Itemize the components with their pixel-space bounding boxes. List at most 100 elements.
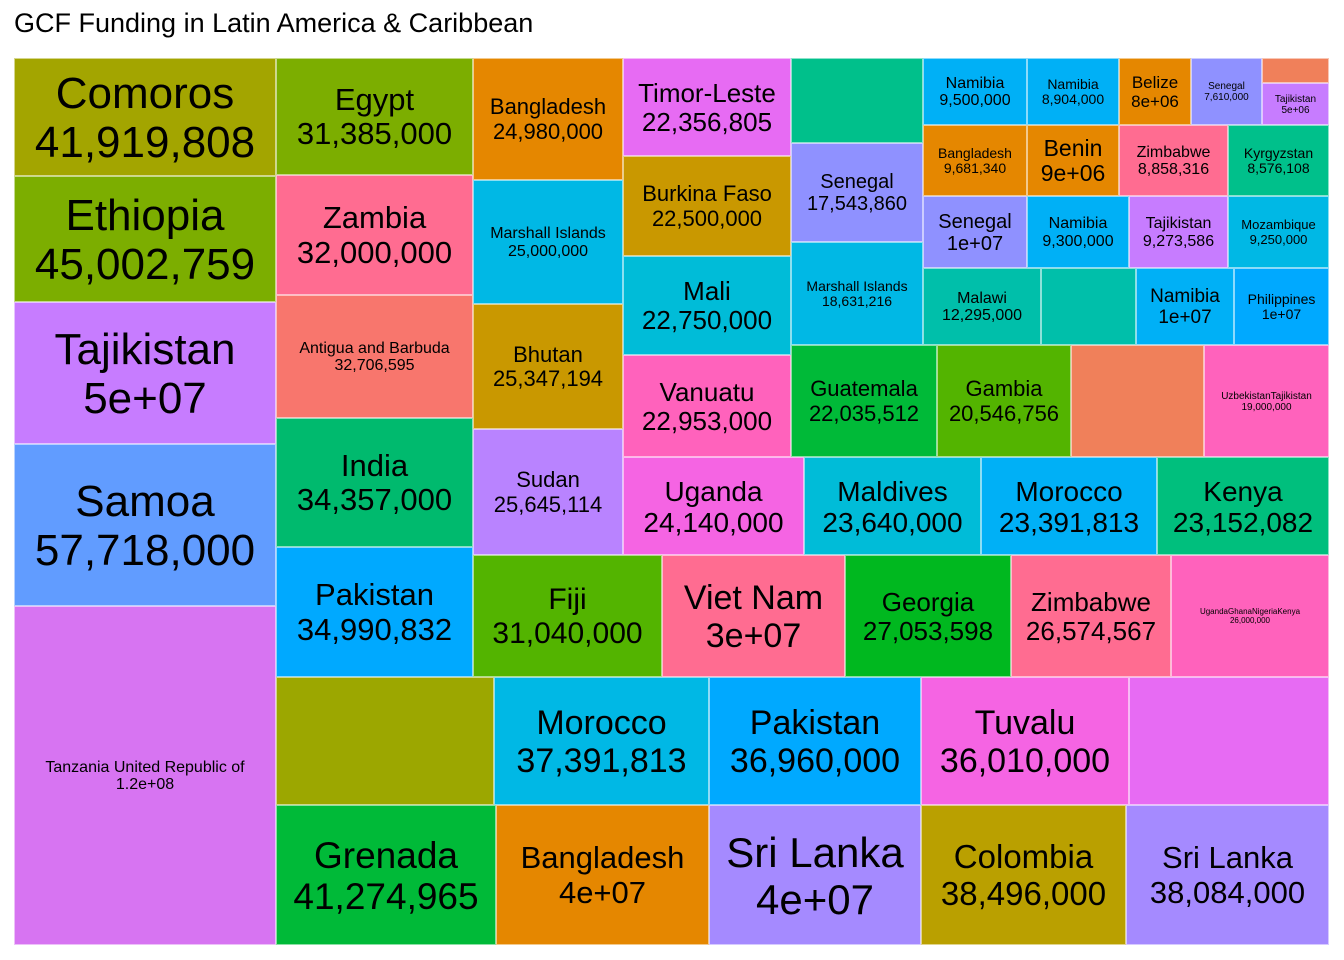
treemap-tile-sri-lanka: Sri Lanka 4e+07 (709, 805, 921, 945)
tile-value: 32,000,000 (296, 234, 453, 270)
tile-value: 5e+06 (1281, 104, 1310, 116)
tile-value: 34,990,832 (296, 611, 453, 647)
tile-label: Georgia (881, 586, 975, 617)
treemap-tile-unlabeled (1071, 345, 1204, 457)
tile-label: Burkina Faso (642, 181, 772, 207)
tile-label: Kenya (1203, 475, 1283, 507)
treemap-tile-namibia: Namibia 8,904,000 (1027, 58, 1119, 125)
tile-label: Morocco (1015, 475, 1123, 507)
tile-value: 23,640,000 (822, 506, 963, 538)
tile-value: 12,295,000 (941, 307, 1023, 325)
tile-label: Sri Lanka (1162, 840, 1293, 876)
treemap-tile-bangladesh: Bangladesh 24,980,000 (473, 58, 623, 180)
treemap-tile-tanzania-united-republic-of: Tanzania United Republic of 1.2e+08 (14, 606, 276, 945)
treemap-tile-sudan: Sudan 25,645,114 (473, 429, 623, 555)
treemap-tile-uzbekistantajikistan: UzbekistanTajikistan 19,000,000 (1204, 345, 1329, 457)
tile-value: 1e+07 (946, 232, 1004, 255)
tile-value: 38,084,000 (1149, 874, 1306, 910)
tile-value: 36,960,000 (729, 741, 901, 780)
tile-label: Namibia (1048, 215, 1108, 233)
tile-label: Zimbabwe (1136, 143, 1211, 161)
tile-value: 41,274,965 (293, 875, 479, 917)
treemap: Comoros 41,919,808 Ethiopia 45,002,759 Tajik… (14, 58, 1329, 945)
treemap-tile-unlabeled (791, 58, 923, 143)
treemap-tile-senegal: Senegal 7,610,000 (1191, 58, 1262, 125)
tile-value: 9,500,000 (939, 92, 1011, 110)
tile-value: 9,250,000 (1249, 231, 1308, 247)
treemap-tile-burkina-faso: Burkina Faso 22,500,000 (623, 156, 791, 256)
tile-value: 9,273,586 (1142, 232, 1215, 250)
tile-value: 9,300,000 (1042, 232, 1114, 250)
tile-value: 25,645,114 (493, 491, 603, 517)
tile-label: Timor-Leste (638, 77, 776, 108)
treemap-tile-namibia: Namibia 9,300,000 (1027, 196, 1129, 268)
tile-value: 22,750,000 (641, 305, 773, 336)
tile-value: 27,053,598 (862, 615, 994, 646)
tile-label: Sudan (516, 467, 580, 493)
tile-label: Egypt (334, 81, 415, 117)
tile-label: Comoros (55, 68, 235, 118)
treemap-tile-unlabeled (1262, 58, 1329, 83)
tile-label: Namibia (1150, 286, 1220, 308)
tile-value: 18,631,216 (821, 293, 893, 310)
treemap-tile-maldives: Maldives 23,640,000 (804, 457, 981, 555)
tile-label: Bangladesh (938, 144, 1012, 161)
tile-label: Bangladesh (489, 94, 607, 120)
tile-label: Bhutan (513, 341, 583, 367)
tile-value: 26,574,567 (1025, 615, 1157, 646)
tile-value: 1e+07 (1261, 306, 1302, 323)
treemap-tile-unlabeled (1129, 677, 1329, 805)
tile-label: Marshall Islands (806, 277, 908, 294)
treemap-tile-guatemala: Guatemala 22,035,512 (791, 345, 937, 457)
tile-label: Tajikistan (54, 324, 236, 374)
tile-value: 20,546,756 (948, 400, 1060, 426)
treemap-tile-india: India 34,357,000 (276, 418, 473, 547)
tile-label: Fiji (548, 583, 587, 617)
tile-label: Viet Nam (683, 578, 824, 617)
tile-label: Colombia (953, 838, 1094, 876)
treemap-tile-zimbabwe: Zimbabwe 8,858,316 (1119, 125, 1228, 196)
treemap-tile-ugandaghananigeriakenya: UgandaGhanaNigeriaKenya 26,000,000 (1171, 555, 1329, 677)
tile-value: 45,002,759 (34, 239, 256, 289)
tile-value: 22,953,000 (641, 405, 773, 436)
tile-value: 31,385,000 (296, 116, 453, 152)
treemap-tile-namibia: Namibia 9,500,000 (923, 58, 1027, 125)
tile-label: Grenada (314, 834, 458, 876)
tile-value: 19,000,000 (1241, 401, 1292, 413)
tile-label: Ethiopia (65, 190, 225, 240)
treemap-tile-tajikistan: Tajikistan 5e+06 (1262, 83, 1329, 125)
treemap-tile-mali: Mali 22,750,000 (623, 256, 791, 355)
tile-value: 31,040,000 (492, 616, 643, 650)
treemap-tile-morocco: Morocco 37,391,813 (494, 677, 709, 805)
tile-label: Guatemala (810, 376, 918, 402)
treemap-tile-bangladesh: Bangladesh 4e+07 (496, 805, 709, 945)
tile-label: Senegal (820, 171, 894, 194)
treemap-tile-namibia: Namibia 1e+07 (1136, 268, 1234, 345)
treemap-tile-ethiopia: Ethiopia 45,002,759 (14, 176, 276, 302)
tile-value: 1e+07 (1158, 307, 1212, 329)
tile-label: Pakistan (315, 577, 434, 613)
tile-label: Philippines (1247, 290, 1316, 307)
tile-label: Tanzania United Republic of (45, 758, 245, 776)
tile-value: 24,140,000 (643, 506, 784, 538)
treemap-tile-unlabeled (1041, 268, 1136, 345)
tile-value: 8e+06 (1131, 92, 1179, 112)
tile-value: 5e+07 (83, 373, 207, 423)
tile-value: 1.2e+08 (115, 776, 175, 794)
tile-value: 4e+07 (756, 875, 874, 923)
treemap-tile-vanuatu: Vanuatu 22,953,000 (623, 355, 791, 457)
tile-value: 3e+07 (705, 616, 802, 655)
tile-label: Zambia (322, 200, 427, 236)
tile-value: 9e+06 (1040, 160, 1106, 187)
tile-value: 7,610,000 (1204, 92, 1249, 104)
treemap-tile-bhutan: Bhutan 25,347,194 (473, 304, 623, 429)
treemap-tile-malawi: Malawi 12,295,000 (923, 268, 1041, 345)
treemap-tile-tuvalu: Tuvalu 36,010,000 (921, 677, 1129, 805)
tile-value: 17,543,860 (806, 193, 908, 216)
treemap-tile-belize: Belize 8e+06 (1119, 58, 1191, 125)
treemap-tile-mozambique: Mozambique 9,250,000 (1228, 196, 1329, 268)
tile-label: Mozambique (1241, 217, 1316, 233)
tile-label: UzbekistanTajikistan (1221, 390, 1312, 402)
tile-label: Uganda (664, 475, 763, 507)
tile-label: Senegal (1208, 81, 1245, 93)
